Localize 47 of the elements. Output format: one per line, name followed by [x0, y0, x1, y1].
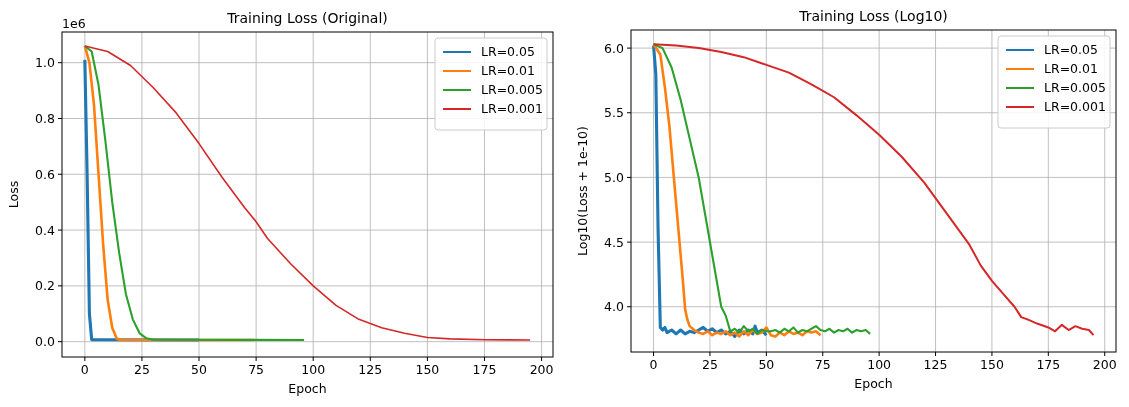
y-tick-label: 5.0 — [604, 169, 625, 185]
y-tick-label: 6.0 — [604, 40, 625, 56]
chart-title: Training Loss (Log10) — [798, 8, 948, 24]
y-tick-label: 0.0 — [35, 334, 56, 350]
x-tick-label: 125 — [358, 362, 383, 377]
x-tick-label: 25 — [133, 362, 150, 377]
legend-label: LR=0.005 — [481, 82, 543, 97]
y-tick-label: 0.4 — [35, 222, 56, 238]
x-tick-label: 50 — [758, 357, 775, 372]
x-tick-label: 150 — [980, 357, 1004, 372]
legend-label: LR=0.05 — [481, 44, 535, 59]
x-tick-label: 100 — [867, 357, 892, 372]
x-tick-label: 200 — [529, 362, 554, 377]
legend-label: LR=0.001 — [1044, 99, 1106, 114]
legend-label: LR=0.01 — [1044, 61, 1098, 76]
text: 1e6 — [62, 16, 86, 31]
x-axis-title: Epoch — [854, 376, 893, 391]
y-tick-label: 4.5 — [604, 234, 624, 250]
x-tick-label: 75 — [248, 362, 265, 377]
y-tick-label: 1.0 — [35, 55, 56, 71]
y-tick-label: 0.2 — [35, 278, 55, 294]
line-series — [83, 44, 306, 342]
x-tick-label: 0 — [80, 362, 89, 377]
y-axis-title: Loss — [6, 180, 21, 209]
x-tick-label: 175 — [472, 362, 497, 377]
y-tick-label: 0.8 — [35, 110, 56, 126]
legend-label: LR=0.05 — [1044, 42, 1098, 57]
chart-title: Training Loss (Original) — [226, 10, 388, 26]
x-tick-label: 100 — [301, 362, 326, 377]
x-tick-label: 50 — [191, 362, 208, 377]
y-tick-label: 4.0 — [604, 299, 625, 315]
x-tick-label: 175 — [1036, 357, 1061, 372]
line-series — [652, 42, 822, 338]
line-series — [652, 43, 872, 335]
x-axis-title: Epoch — [288, 381, 327, 396]
x-tick-label: 150 — [415, 362, 440, 377]
x-tick-label: 75 — [814, 357, 831, 372]
legend-label: LR=0.01 — [481, 63, 535, 78]
y-tick-label: 0.6 — [35, 166, 56, 182]
x-tick-label: 25 — [702, 357, 718, 372]
y-axis-title: Log10(Loss + 1e-10) — [575, 126, 590, 256]
legend-label: LR=0.005 — [1044, 80, 1106, 95]
y-tick-label: 5.5 — [604, 105, 624, 121]
x-tick-label: 0 — [649, 357, 658, 372]
x-tick-label: 125 — [923, 357, 948, 372]
legend-label: LR=0.001 — [481, 101, 543, 116]
x-tick-label: 200 — [1092, 357, 1117, 372]
